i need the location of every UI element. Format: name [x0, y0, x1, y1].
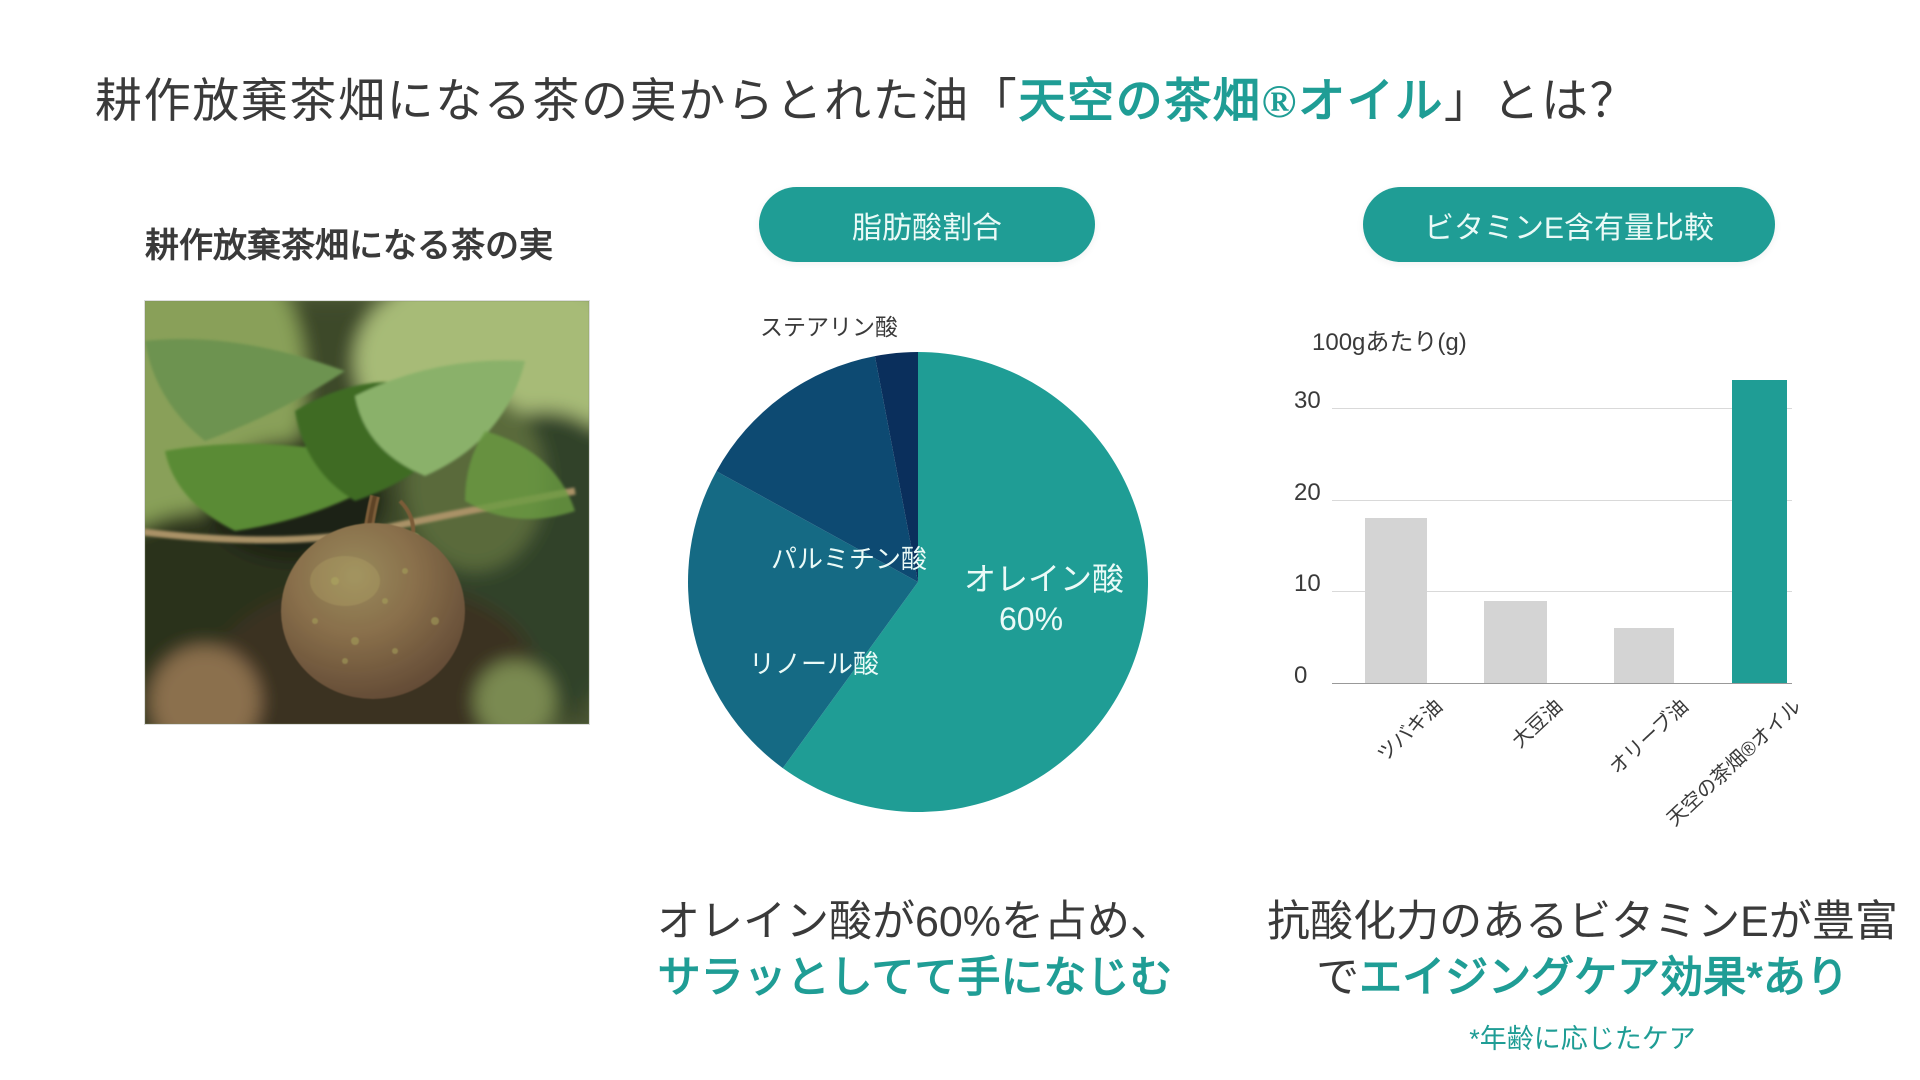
svg-text:パルミチン酸: パルミチン酸 — [771, 544, 927, 574]
svg-text:リノール酸: リノール酸 — [749, 649, 879, 679]
svg-text:オレイン酸: オレイン酸 — [964, 561, 1124, 597]
svg-text:60%: 60% — [999, 601, 1063, 637]
